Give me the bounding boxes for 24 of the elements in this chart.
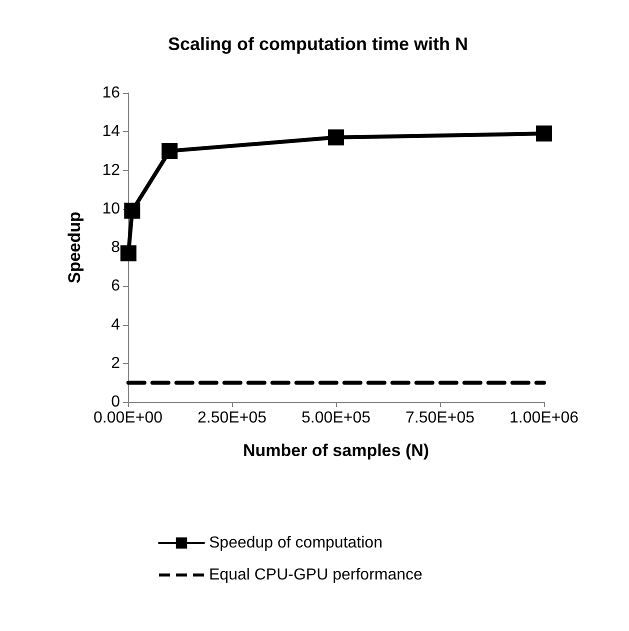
x-tick-label: 7.50E+05 [406, 410, 475, 426]
y-tick-label: 4 [111, 316, 120, 334]
x-tick-label: 1.00E+06 [510, 410, 579, 426]
point [328, 129, 344, 146]
y-axis-title: Speedup [65, 212, 84, 284]
y-tick-label: 2 [111, 354, 120, 372]
legend-label: Equal CPU-GPU performance [209, 566, 423, 584]
x-tick-label: 0.00E+00 [94, 410, 163, 426]
point [162, 142, 178, 159]
y-tick-label: 14 [102, 123, 120, 140]
point [120, 245, 136, 262]
y-tick-label: 8 [111, 239, 120, 256]
point [124, 202, 140, 219]
y-tick-label: 6 [111, 278, 120, 295]
x-tick-label: 2.50E+05 [198, 410, 267, 426]
y-tick-label: 16 [102, 84, 120, 102]
point [536, 126, 552, 142]
chart-title: Scaling of computation time with N [168, 34, 468, 54]
y-tick-label: 10 [102, 200, 120, 218]
y-tick-label: 0 [111, 394, 120, 410]
x-axis-title: Number of samples (N) [242, 441, 430, 460]
x-tick-label: 5.00E+05 [302, 410, 371, 426]
legend-label: Speedup of computation [209, 534, 382, 552]
y-tick-label: 12 [102, 162, 120, 179]
